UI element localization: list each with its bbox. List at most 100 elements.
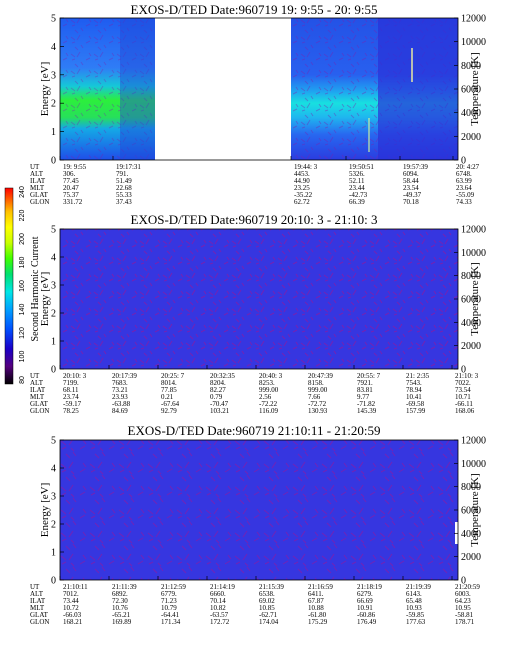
y2-tick-label: 12000 bbox=[461, 225, 486, 236]
panel-3-ephemeris: UTALTILATMLTGLATGLON21:10:117012.73.4410… bbox=[30, 576, 480, 626]
ephemeris-value: 63.99 bbox=[456, 177, 472, 185]
ephemeris-value: -60.86 bbox=[357, 611, 376, 619]
ephemeris-value: 20:47:39 bbox=[308, 372, 333, 380]
ephemeris-value: -72.22 bbox=[259, 400, 278, 408]
y-tick-label: 4 bbox=[51, 42, 56, 53]
ephemeris-value: 44.90 bbox=[294, 177, 310, 185]
panel-1-data-gap bbox=[155, 18, 291, 160]
ephemeris-value: 10.79 bbox=[161, 604, 177, 612]
ephemeris-value: -59.17 bbox=[63, 400, 82, 408]
y-tick-label: 1 bbox=[51, 127, 56, 138]
ephemeris-value: 157.99 bbox=[406, 407, 426, 415]
y2-tick-label: 2000 bbox=[461, 552, 481, 563]
colorbar-tick-label: 100 bbox=[19, 351, 26, 363]
ephemeris-row-label: ILAT bbox=[30, 597, 46, 605]
ephemeris-value: 19:44: 3 bbox=[294, 163, 318, 171]
ephemeris-value: 2.56 bbox=[259, 393, 272, 401]
y2-tick-label: 0 bbox=[461, 365, 466, 376]
ephemeris-value: 7683. bbox=[112, 379, 128, 387]
ephemeris-value: 6892. bbox=[112, 590, 128, 598]
ephemeris-value: 10.71 bbox=[455, 393, 471, 401]
ephemeris-value: 168.21 bbox=[63, 618, 83, 626]
ephemeris-row-label: ALT bbox=[30, 170, 44, 178]
panel-3-plot-area bbox=[59, 439, 459, 581]
ephemeris-value: 306. bbox=[63, 170, 76, 178]
ephemeris-value: 52.11 bbox=[349, 177, 365, 185]
colorbar-ticks: 240 220 200 180 160 140 120 100 80 bbox=[19, 186, 26, 384]
y-tick-label: 4 bbox=[51, 464, 56, 475]
ephemeris-value: 62.72 bbox=[294, 198, 310, 206]
y-tick-label: 0 bbox=[51, 365, 56, 376]
ephemeris-value: 7199. bbox=[63, 379, 79, 387]
ephemeris-value: 10.72 bbox=[63, 604, 79, 612]
y2-tick-label: 6000 bbox=[461, 295, 481, 306]
y2-tick-label: 0 bbox=[461, 576, 466, 587]
ephemeris-value: 999.00 bbox=[308, 386, 328, 394]
y2-tick-label: 8000 bbox=[461, 271, 481, 282]
ephemeris-value: 116.09 bbox=[259, 407, 278, 415]
ephemeris-value: 82.27 bbox=[210, 386, 226, 394]
y2-tick-label: 2000 bbox=[461, 341, 481, 352]
ephemeris-value: 20:40: 3 bbox=[259, 372, 283, 380]
ephemeris-value: 20: 4:27 bbox=[456, 163, 480, 171]
ephemeris-value: 791. bbox=[116, 170, 129, 178]
ephemeris-value: 10.82 bbox=[210, 604, 226, 612]
ephemeris-value: -71.82 bbox=[357, 400, 376, 408]
ephemeris-value: -66.03 bbox=[63, 611, 82, 619]
ephemeris-value: 73.21 bbox=[112, 386, 128, 394]
ephemeris-value: 172.72 bbox=[210, 618, 230, 626]
ephemeris-row-label: ILAT bbox=[30, 177, 46, 185]
ephemeris-value: 10.91 bbox=[357, 604, 373, 612]
ephemeris-value: 0.79 bbox=[210, 393, 223, 401]
ephemeris-value: 20:17:39 bbox=[112, 372, 137, 380]
ephemeris-value: 23.64 bbox=[456, 184, 472, 192]
panel-1-y-ticks: 5 4 3 2 1 0 bbox=[51, 14, 64, 167]
ephemeris-row-label: UT bbox=[30, 163, 40, 171]
panel-3-y2label: Temperature [K] bbox=[469, 473, 481, 546]
panel-1-spectrum-late-shade bbox=[378, 18, 458, 160]
ephemeris-row-label: UT bbox=[30, 372, 40, 380]
ephemeris-value: 10.93 bbox=[406, 604, 422, 612]
colorbar-label: Second Harmonic Current bbox=[30, 236, 41, 341]
ephemeris-value: 69.02 bbox=[259, 597, 275, 605]
ephemeris-value: 21:19:39 bbox=[406, 583, 431, 591]
panel-2-plot-area bbox=[59, 228, 459, 370]
ephemeris-value: 37.43 bbox=[116, 198, 132, 206]
ephemeris-value: 6143. bbox=[406, 590, 422, 598]
ephemeris-value: 65.48 bbox=[406, 597, 422, 605]
ephemeris-value: -59.85 bbox=[406, 611, 425, 619]
colorbar-tick-label: 220 bbox=[19, 210, 26, 222]
ephemeris-value: 8204. bbox=[210, 379, 226, 387]
ephemeris-value: -35.22 bbox=[294, 191, 313, 199]
ephemeris-value: 23.93 bbox=[112, 393, 128, 401]
ephemeris-value: -66.11 bbox=[455, 400, 473, 408]
ephemeris-value: 169.89 bbox=[112, 618, 132, 626]
ephemeris-value: 0.21 bbox=[161, 393, 174, 401]
ephemeris-value: 71.23 bbox=[161, 597, 177, 605]
ephemeris-value: 331.72 bbox=[63, 198, 83, 206]
colorbar-tick-label: 160 bbox=[19, 280, 26, 292]
colorbar-scale bbox=[4, 187, 14, 385]
panel-1-spectrum-early-texture bbox=[60, 18, 155, 160]
ephemeris-value: 7022. bbox=[455, 379, 471, 387]
ephemeris-value: 21:14:19 bbox=[210, 583, 235, 591]
colorbar-tick-label: 240 bbox=[19, 186, 26, 198]
y2-tick-label: 12000 bbox=[461, 14, 486, 25]
panel-2-y-ticks: 5 4 3 2 1 0 bbox=[51, 225, 64, 376]
y2-tick-label: 4000 bbox=[461, 529, 481, 540]
ephemeris-value: 55.33 bbox=[116, 191, 132, 199]
ephemeris-value: 66.39 bbox=[349, 198, 365, 206]
panel-3-y-ticks: 5 4 3 2 1 0 bbox=[51, 436, 64, 587]
ephemeris-value: 77.85 bbox=[161, 386, 177, 394]
ephemeris-row-label: MLT bbox=[30, 604, 45, 612]
y-tick-label: 2 bbox=[51, 309, 56, 320]
ephemeris-value: 73.44 bbox=[63, 597, 79, 605]
y-tick-label: 2 bbox=[51, 520, 56, 531]
ephemeris-value: -72.72 bbox=[308, 400, 327, 408]
y-tick-label: 3 bbox=[51, 281, 56, 292]
ephemeris-value: 73.54 bbox=[455, 386, 471, 394]
ephemeris-value: 20:32:35 bbox=[210, 372, 235, 380]
ephemeris-value: 74.33 bbox=[456, 198, 472, 206]
ephemeris-row-label: GLAT bbox=[30, 191, 49, 199]
